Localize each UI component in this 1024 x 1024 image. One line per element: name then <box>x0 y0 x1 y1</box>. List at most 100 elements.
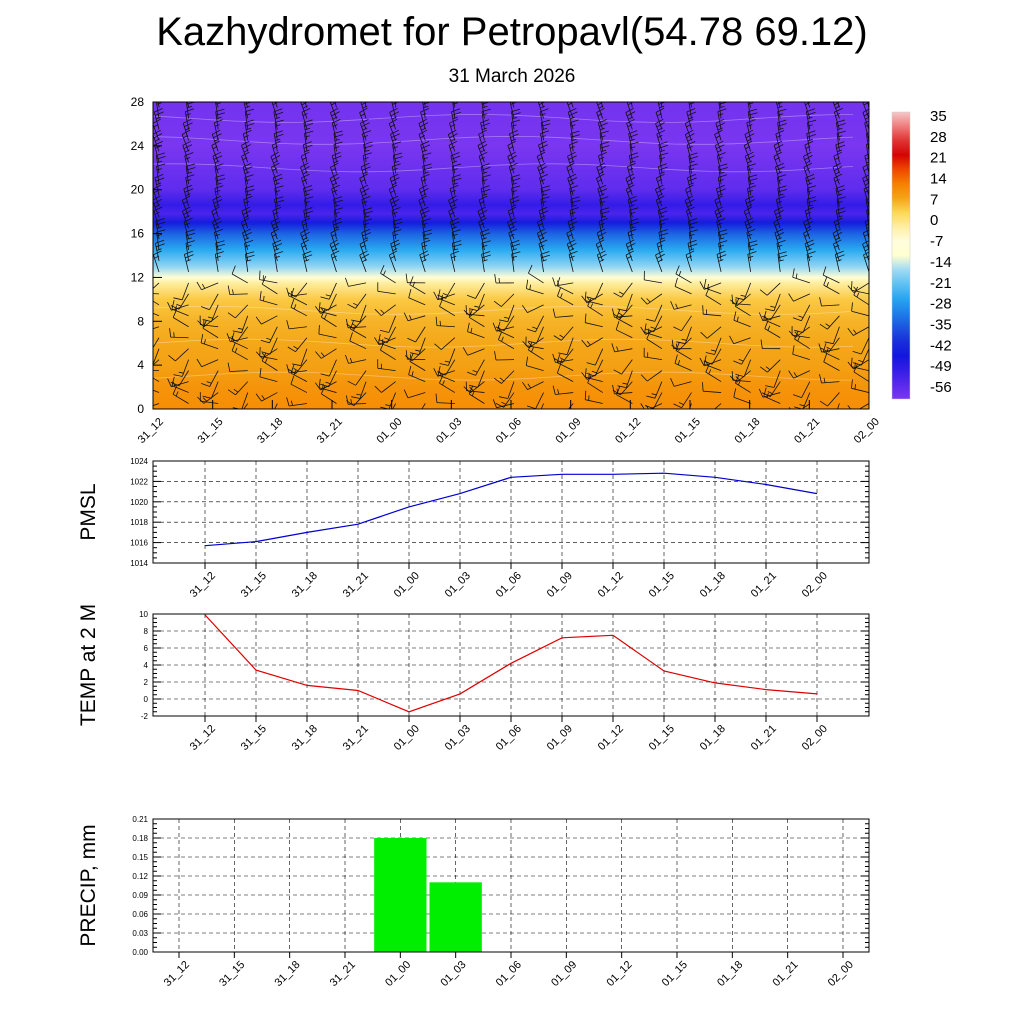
wind-barb <box>552 308 574 318</box>
wind-barb <box>202 304 219 322</box>
wind-barb <box>640 326 663 335</box>
wind-barb <box>833 239 842 262</box>
wind-barb <box>537 162 547 185</box>
wind-barb <box>556 364 574 382</box>
x-tick-label: 01_00 <box>374 416 404 446</box>
x-tick-label: 02_00 <box>800 570 830 600</box>
x-tick-label: 01_06 <box>494 959 524 989</box>
x-tick-label: 31_18 <box>272 959 302 989</box>
wind-barb <box>552 385 574 395</box>
wind-barb <box>184 250 194 273</box>
y-tick-label: 0.15 <box>132 853 148 862</box>
wind-barb <box>733 388 751 404</box>
wind-barb <box>630 102 633 108</box>
wind-barb <box>684 129 695 152</box>
wind-barb <box>540 119 551 141</box>
x-tick-label: 01_00 <box>392 723 422 753</box>
wind-barb <box>170 293 189 310</box>
wind-barb <box>231 342 248 361</box>
wind-barb <box>260 326 278 344</box>
wind-barb <box>528 264 544 284</box>
x-tick-label: 31_21 <box>341 570 371 600</box>
wind-barb <box>729 335 751 345</box>
wind-barb <box>747 251 757 273</box>
wind-barb <box>765 370 781 388</box>
x-tick-label: 01_18 <box>698 723 728 753</box>
wind-barb <box>760 339 781 350</box>
wind-barb <box>615 321 633 339</box>
wind-barb <box>408 365 426 382</box>
colorbar-label: -42 <box>930 337 952 354</box>
wind-barb <box>462 347 485 356</box>
wind-barb <box>643 347 662 361</box>
wind-barb <box>200 334 219 350</box>
wind-barb <box>347 370 367 386</box>
x-tick-label: 01_18 <box>732 416 762 446</box>
wind-barb <box>259 347 278 361</box>
wind-barb <box>526 392 544 409</box>
wind-barb <box>670 300 692 310</box>
wind-barb <box>214 251 225 273</box>
x-tick-label: 01_15 <box>673 416 703 446</box>
wind-barb <box>286 320 307 330</box>
x-tick-label: 01_03 <box>443 570 473 600</box>
y-tick-label: 16 <box>131 227 145 241</box>
wind-barb <box>586 282 604 300</box>
wind-barb <box>153 337 160 349</box>
wind-barb <box>804 206 814 229</box>
wind-barb <box>360 162 371 185</box>
wind-barb <box>212 151 223 174</box>
wind-barb <box>351 381 367 399</box>
wind-barb <box>762 381 781 397</box>
x-tick-label: 01_12 <box>596 723 626 753</box>
colorbar-label: -7 <box>930 233 943 250</box>
wind-barb <box>153 129 163 152</box>
wind-barb <box>567 108 578 130</box>
wind-barb <box>390 239 401 262</box>
wind-barbs <box>153 102 869 409</box>
wind-barb <box>687 174 697 196</box>
wind-barb <box>587 374 603 393</box>
wind-barb <box>232 315 249 334</box>
wind-barb <box>613 359 633 375</box>
isotherm-line <box>153 338 854 348</box>
wind-barb <box>245 102 249 108</box>
wind-barb <box>819 297 840 307</box>
x-tick-label: 31_12 <box>162 959 192 989</box>
wind-barb <box>702 305 722 317</box>
grid <box>153 818 869 953</box>
wind-barb <box>259 367 278 382</box>
wind-barb <box>646 381 663 399</box>
wind-barb <box>863 251 869 273</box>
wind-barb <box>646 304 663 322</box>
wind-barb <box>600 102 604 108</box>
wind-barb <box>537 102 546 119</box>
y-tick-label: 1022 <box>130 477 148 486</box>
wind-barb <box>567 173 578 196</box>
wind-barb <box>332 217 343 240</box>
wind-barb <box>658 229 669 251</box>
wind-barb <box>314 304 337 314</box>
wind-barb <box>173 359 189 377</box>
wind-barb <box>566 239 577 262</box>
wind-barb <box>448 140 458 163</box>
wind-barb <box>361 228 372 251</box>
y-tick-label: 2 <box>144 678 149 687</box>
x-tick-label: 01_18 <box>715 959 745 989</box>
wind-barb <box>242 228 252 251</box>
wind-barb <box>274 102 278 108</box>
x-tick-label: 01_21 <box>749 723 779 753</box>
wind-barb <box>511 251 521 272</box>
wind-barb <box>674 277 692 295</box>
x-tick-label: 01_00 <box>392 570 422 600</box>
wind-barb <box>495 392 515 408</box>
wind-barb <box>581 337 603 348</box>
wind-barb <box>658 163 668 185</box>
wind-barb <box>690 102 692 108</box>
wind-barb <box>744 129 755 152</box>
series-line <box>204 472 818 547</box>
wind-barb <box>494 274 515 284</box>
wind-barb <box>424 102 426 108</box>
colorbar-label: 35 <box>930 108 947 125</box>
wind-barb <box>360 102 369 119</box>
